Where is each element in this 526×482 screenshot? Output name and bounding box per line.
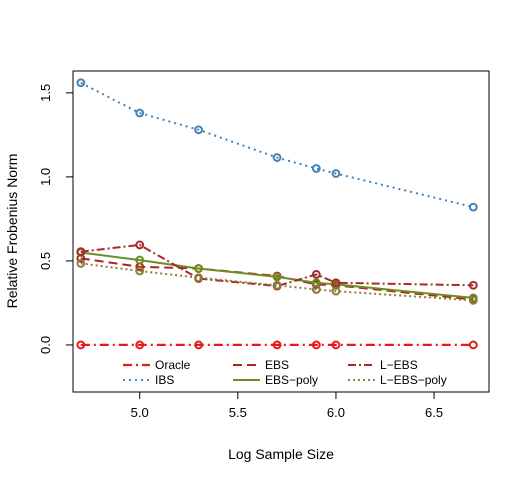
data-point-l-ebs-poly: [331, 286, 341, 296]
y-tick-label: 0.5: [38, 252, 53, 270]
series-line-ibs: [80, 81, 474, 209]
data-point-ibs: [468, 202, 478, 212]
legend-label-l-ebs: L−EBS: [380, 358, 418, 372]
data-point-ebs-poly: [272, 272, 282, 282]
data-point-l-ebs: [135, 240, 145, 250]
data-point-ibs: [76, 78, 86, 88]
y-tick-label: 1.5: [38, 84, 53, 102]
data-point-l-ebs: [76, 247, 86, 257]
data-point-oracle: [194, 340, 203, 350]
data-point-ebs-poly: [194, 264, 203, 273]
data-point-l-ebs: [311, 269, 321, 279]
data-point-l-ebs-poly: [135, 266, 145, 276]
legend-label-l-ebs-poly: L−EBS−poly: [380, 373, 447, 387]
x-tick-label: 5.0: [131, 405, 149, 420]
data-point-ibs: [194, 125, 203, 135]
data-point-oracle: [272, 340, 282, 350]
data-point-l-ebs-poly: [311, 285, 321, 294]
data-point-ebs-poly: [135, 255, 145, 265]
legend-label-oracle: Oracle: [155, 358, 191, 372]
data-point-oracle: [76, 340, 86, 350]
y-tick-label: 1.0: [38, 168, 53, 186]
data-point-l-ebs-poly: [468, 296, 478, 305]
x-tick-label: 5.5: [229, 405, 247, 420]
data-point-l-ebs: [331, 278, 341, 288]
x-tick-label: 6.0: [327, 405, 345, 420]
data-point-ibs: [331, 169, 341, 178]
x-tick-label: 6.5: [425, 405, 443, 420]
data-point-l-ebs: [468, 280, 478, 290]
x-axis-label: Log Sample Size: [228, 446, 334, 462]
data-point-oracle: [311, 340, 321, 350]
y-axis-label: Relative Frobenius Norm: [4, 154, 20, 309]
legend-label-ebs-poly: EBS−poly: [265, 373, 318, 387]
y-tick-label: 0.0: [38, 336, 53, 354]
axes: 5.0 5.5 6.0 6.5 0.0 0.5 1.0 1.5: [38, 84, 443, 420]
data-point-ibs: [135, 108, 145, 118]
data-point-l-ebs-poly: [76, 259, 86, 268]
legend-label-ibs: IBS: [155, 373, 174, 387]
plot-marks: [76, 78, 478, 350]
data-point-ibs: [311, 164, 321, 173]
data-point-ibs: [272, 153, 282, 162]
data-point-l-ebs-poly: [194, 273, 203, 283]
series-line-ebs-poly: [80, 251, 474, 299]
data-point-oracle: [135, 340, 145, 350]
legend-label-ebs: EBS: [265, 358, 289, 372]
series-line-l-ebs: [80, 243, 474, 288]
data-point-oracle: [468, 340, 478, 350]
data-point-oracle: [331, 340, 341, 350]
data-point-l-ebs-poly: [272, 280, 282, 290]
plot-frame: [72, 70, 490, 393]
series-line-l-ebs-poly: [80, 262, 474, 302]
